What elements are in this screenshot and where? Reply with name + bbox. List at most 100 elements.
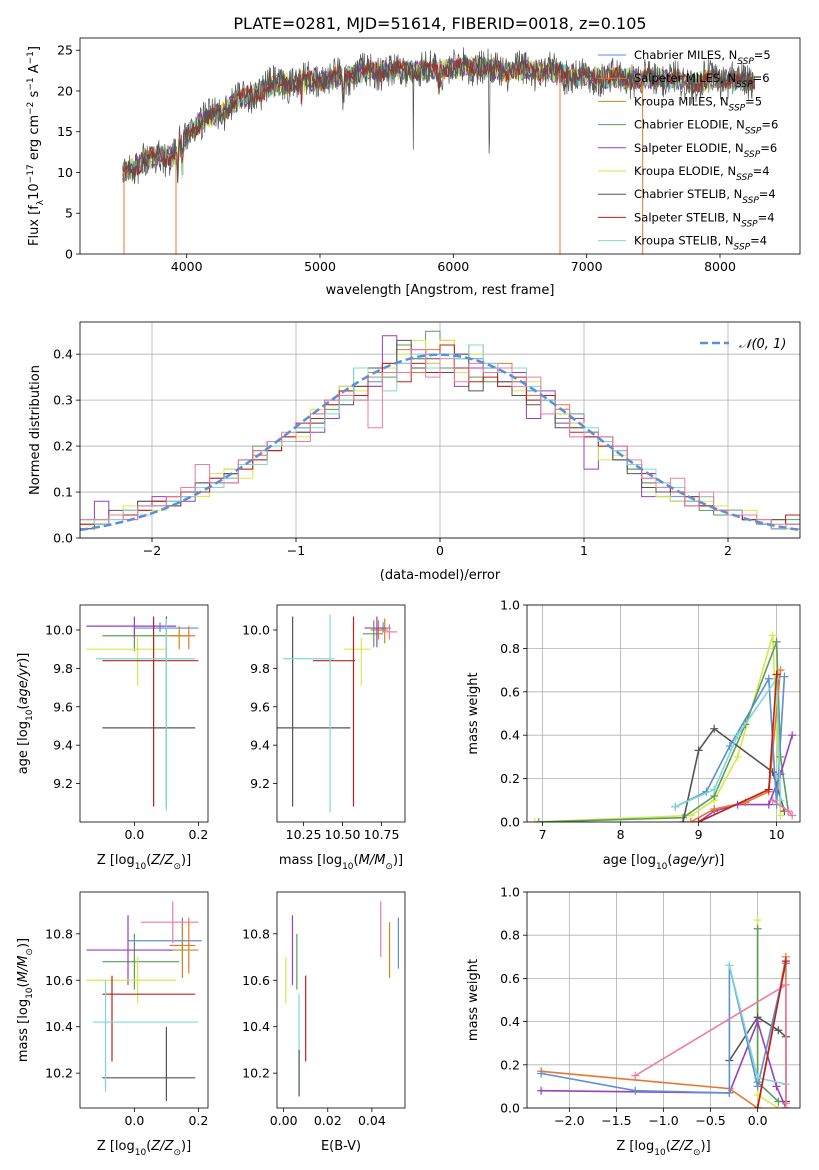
y-tick-label: 0.2 [500, 1057, 520, 1072]
y-tick-label: 10.4 [242, 1019, 270, 1034]
weight-marker [753, 1082, 762, 1091]
x-tick-label: 0.00 [270, 1113, 298, 1128]
errorbar-point [102, 975, 196, 1062]
x-axis-label: (data-model)/error [380, 568, 501, 583]
weight-marker [725, 1088, 734, 1097]
errorbar-point [344, 637, 371, 686]
weight-marker [753, 1073, 762, 1082]
y-tick-label: 0.4 [500, 1014, 520, 1029]
weight-marker [530, 818, 539, 822]
x-axis-label: age [log10(age/yr)] [603, 853, 725, 872]
weight-marker [768, 631, 777, 640]
y-tick-label: 1.0 [500, 598, 520, 613]
y-tick-label: 9.6 [250, 699, 270, 714]
ticks: 0.00 0.02 0.04 10.2 10.4 10.6 10.8 [242, 926, 386, 1128]
legend-entry: Salpeter MILES, NSSP=6 [634, 71, 770, 90]
plot-area [537, 916, 790, 1108]
y-tick-label: 9.4 [53, 738, 73, 753]
y-tick-label: 0.4 [500, 728, 520, 743]
x-tick-label: 6000 [437, 259, 469, 274]
weight-marker [710, 785, 719, 794]
weight-line [756, 960, 787, 1108]
ticks: 4000 5000 6000 7000 8000 0 5 10 15 20 25 [57, 43, 736, 274]
x-tick-label: 8000 [704, 259, 736, 274]
y-tick-label: 0.2 [53, 439, 73, 454]
y-tick-label: 9.8 [53, 661, 73, 676]
weight-marker [671, 802, 680, 811]
weight-line [540, 963, 787, 1094]
x-tick-label: −1.5 [601, 1113, 631, 1128]
weight-marker [725, 961, 734, 970]
legend-entry: Kroupa MILES, NSSP=5 [634, 94, 762, 113]
weight-marker [776, 796, 785, 805]
y-tick-label: 9.2 [53, 776, 73, 791]
x-axis-label: mass [log10(M/M⊙)] [279, 853, 403, 872]
y-axis-label: Normed distribution [28, 365, 43, 495]
plot-area [86, 616, 199, 811]
x-tick-label: 0.0 [748, 1113, 768, 1128]
mass-weight-vs-metallicity-axes: −2.0 −1.5 −1.0 −0.5 0.0 0.0 0.2 0.4 0.6 0.8 1.0 Z [… [466, 885, 801, 1158]
ticks: 0.0 0.2 9.2 9.4 9.6 9.8 10.0 [45, 622, 208, 842]
errorbar-point [376, 618, 388, 644]
y-tick-label: 9.8 [250, 661, 270, 676]
x-tick-label: 1 [580, 543, 588, 558]
legend-entry: Kroupa ELODIE, NSSP=4 [634, 164, 770, 183]
residual-histogram-axes: −2 −1 0 1 2 0.0 0.1 0.2 0.3 0.4 (data-model)/error… [28, 321, 801, 583]
x-tick-label: 5000 [304, 259, 336, 274]
errorbar-point [140, 901, 199, 944]
errorbar-point [128, 917, 202, 964]
weight-marker [774, 1026, 783, 1035]
weight-marker [772, 1082, 781, 1091]
weight-marker [781, 1099, 790, 1108]
y-tick-label: 0.8 [500, 928, 520, 943]
legend: 𝒩(0, 1) [700, 337, 786, 352]
x-tick-label: 9 [695, 827, 703, 842]
legend-entry: Chabrier ELODIE, NSSP=6 [634, 118, 778, 137]
x-tick-label: 10.25 [286, 827, 322, 842]
mass-vs-metallicity-axes: 0.0 0.2 10.2 10.4 10.6 10.8 Z [log10(Z/Z⊙)] mas… [16, 891, 209, 1158]
errorbar-point [86, 616, 176, 638]
legend-entry: Salpeter STELIB, NSSP=4 [634, 210, 775, 229]
x-tick-label: 0.2 [188, 827, 208, 842]
weight-marker [631, 1086, 640, 1095]
weight-marker [764, 674, 773, 683]
x-tick-label: 7000 [571, 259, 603, 274]
axes-frame [526, 604, 801, 823]
gaussian-curve [80, 353, 800, 532]
weight-marker [631, 1071, 640, 1080]
x-tick-label: 4000 [171, 259, 203, 274]
legend-entry: Kroupa STELIB, NSSP=4 [634, 234, 767, 253]
weight-marker [710, 724, 719, 733]
weight-marker [753, 916, 762, 925]
errorbar-point [283, 614, 335, 813]
plot-area [285, 901, 399, 1097]
x-tick-label: 8 [617, 827, 625, 842]
mass-vs-ebv-axes: 0.00 0.02 0.04 10.2 10.4 10.6 10.8 E(B-V) [242, 891, 406, 1154]
weight-marker [776, 811, 785, 820]
y-axis-label: mass [log10(M/M⊙)] [16, 938, 35, 1062]
x-tick-label: −2.0 [554, 1113, 584, 1128]
weight-marker [537, 1069, 546, 1078]
weight-marker [694, 818, 703, 822]
ticks: 0.0 0.2 10.2 10.4 10.6 10.8 [45, 926, 208, 1128]
weight-line [756, 928, 786, 1103]
weight-marker [774, 1097, 783, 1106]
y-tick-label: 0.6 [500, 971, 520, 986]
y-tick-label: 10 [57, 165, 73, 180]
y-tick-label: 10.8 [242, 926, 270, 941]
errorbar-point [102, 933, 180, 990]
errorbar-point [277, 616, 351, 807]
x-tick-label: 0.02 [314, 1113, 342, 1128]
x-tick-label: 0.0 [124, 827, 144, 842]
legend-entry: Chabrier STELIB, NSSP=4 [634, 187, 776, 206]
axes-frame [276, 604, 406, 823]
axes-frame [79, 321, 801, 539]
y-tick-label: 10.6 [242, 973, 270, 988]
weight-marker [776, 666, 785, 675]
weight-marker [781, 957, 790, 966]
x-tick-label: 0.2 [188, 1113, 208, 1128]
axes-frame [79, 37, 801, 255]
y-tick-label: 0.6 [500, 684, 520, 699]
x-tick-label: −0.5 [695, 1113, 725, 1128]
x-tick-label: 7 [539, 827, 547, 842]
